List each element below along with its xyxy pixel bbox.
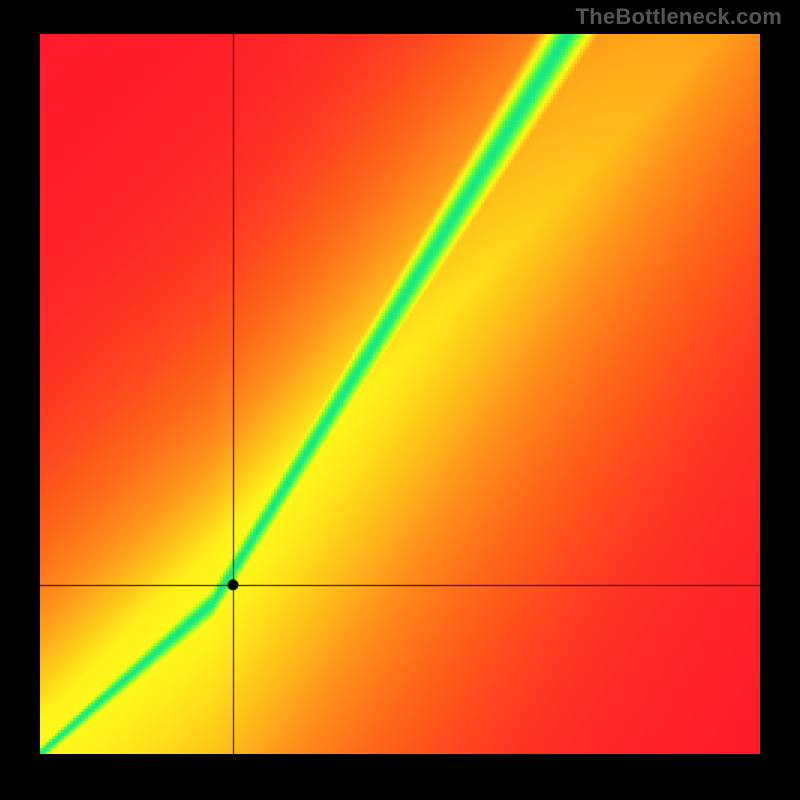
bottleneck-heatmap	[40, 34, 760, 754]
watermark-text: TheBottleneck.com	[576, 4, 782, 30]
chart-container: TheBottleneck.com	[0, 0, 800, 800]
